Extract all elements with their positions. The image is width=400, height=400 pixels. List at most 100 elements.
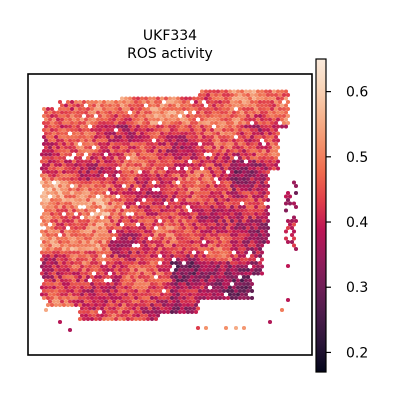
tissue-spot bbox=[163, 208, 169, 213]
tissue-spot bbox=[125, 190, 131, 196]
tissue-spot bbox=[55, 250, 61, 255]
tissue-spot bbox=[117, 225, 123, 231]
tissue-spot bbox=[187, 173, 193, 178]
tissue-spot bbox=[219, 131, 225, 136]
tissue-spot bbox=[239, 243, 245, 248]
tissue-spot bbox=[83, 250, 89, 255]
tissue-spot bbox=[189, 155, 195, 161]
tissue-spot bbox=[205, 281, 211, 287]
tissue-spot bbox=[237, 148, 243, 154]
tissue-spot bbox=[149, 316, 155, 322]
tissue-spot bbox=[87, 145, 93, 150]
tissue-spot bbox=[191, 117, 197, 122]
tissue-spot bbox=[233, 190, 239, 196]
tissue-spot bbox=[91, 180, 97, 185]
tissue-spot bbox=[113, 211, 119, 217]
tissue-spot bbox=[159, 250, 165, 255]
tissue-spot bbox=[227, 96, 233, 101]
tissue-spot bbox=[211, 264, 217, 269]
tissue-spot bbox=[71, 180, 77, 185]
tissue-spot bbox=[227, 250, 233, 255]
tissue-spot bbox=[143, 180, 149, 185]
tissue-spot bbox=[79, 110, 85, 115]
tissue-spot bbox=[165, 183, 171, 189]
tissue-spot bbox=[107, 173, 113, 178]
tissue-spot bbox=[133, 225, 139, 231]
tissue-spot bbox=[61, 120, 67, 126]
tissue-spot bbox=[213, 281, 219, 287]
tissue-spot bbox=[39, 159, 45, 164]
tissue-spot bbox=[131, 257, 137, 262]
tissue-spot bbox=[159, 131, 165, 136]
tissue-spot bbox=[231, 117, 237, 122]
tissue-spot bbox=[287, 222, 293, 227]
tissue-spot bbox=[205, 176, 211, 182]
tissue-spot bbox=[247, 236, 253, 241]
tissue-spot bbox=[233, 127, 239, 133]
tissue-spot bbox=[87, 173, 93, 178]
tissue-spot bbox=[129, 253, 135, 259]
tissue-spot bbox=[59, 124, 65, 129]
tissue-spot bbox=[205, 113, 211, 119]
tissue-spot bbox=[233, 92, 239, 98]
tissue-spot bbox=[181, 274, 187, 280]
tissue-spot bbox=[241, 197, 247, 203]
tissue-spot bbox=[241, 169, 247, 175]
tissue-spot bbox=[249, 211, 255, 217]
tissue-spot bbox=[275, 89, 281, 94]
tissue-spot bbox=[151, 313, 157, 318]
tissue-spot bbox=[219, 145, 225, 150]
tissue-spot bbox=[149, 274, 155, 280]
tissue-spot bbox=[79, 138, 85, 143]
tissue-spot bbox=[193, 253, 199, 259]
tissue-spot bbox=[221, 134, 227, 140]
tissue-spot bbox=[117, 211, 123, 217]
tissue-spot bbox=[253, 190, 259, 196]
tissue-spot bbox=[245, 141, 251, 147]
tissue-spot bbox=[203, 138, 209, 143]
tissue-spot bbox=[177, 239, 183, 245]
tissue-spot bbox=[65, 197, 71, 203]
tissue-spot bbox=[191, 124, 197, 129]
tissue-spot bbox=[85, 162, 91, 168]
tissue-spot bbox=[127, 229, 133, 234]
tissue-spot bbox=[77, 148, 83, 154]
tissue-spot bbox=[103, 229, 109, 234]
tissue-spot bbox=[79, 152, 85, 157]
tissue-spot bbox=[199, 138, 205, 143]
tissue-spot bbox=[261, 162, 267, 168]
tissue-spot bbox=[71, 138, 77, 143]
tissue-spot bbox=[73, 204, 79, 210]
tissue-spot bbox=[167, 292, 173, 297]
tissue-spot bbox=[187, 264, 193, 269]
tissue-spot bbox=[131, 299, 137, 304]
tissue-spot bbox=[61, 295, 67, 301]
tissue-spot bbox=[217, 176, 223, 182]
tissue-spot bbox=[107, 159, 113, 164]
tissue-spot bbox=[197, 274, 203, 280]
tissue-spot bbox=[219, 264, 225, 269]
tissue-spot bbox=[225, 274, 231, 280]
tissue-spot bbox=[61, 197, 67, 203]
tissue-spot bbox=[271, 131, 277, 136]
tissue-spot bbox=[125, 281, 131, 287]
tissue-spot bbox=[203, 159, 209, 164]
tissue-spot bbox=[203, 166, 209, 171]
tissue-spot bbox=[61, 183, 67, 189]
tissue-spot bbox=[233, 169, 239, 175]
tissue-spot bbox=[191, 166, 197, 171]
tissue-spot bbox=[73, 113, 79, 119]
tissue-spot bbox=[163, 264, 169, 269]
tissue-spot bbox=[91, 131, 97, 136]
tissue-spot bbox=[87, 194, 93, 199]
tissue-spot bbox=[139, 173, 145, 178]
tissue-spot bbox=[111, 208, 117, 213]
tissue-spot bbox=[65, 274, 71, 280]
tissue-spot bbox=[61, 246, 67, 252]
tissue-spot bbox=[55, 117, 61, 122]
tissue-spot bbox=[47, 117, 53, 122]
tissue-spot bbox=[167, 124, 173, 129]
tissue-spot bbox=[187, 236, 193, 241]
tissue-spot bbox=[169, 274, 175, 280]
tissue-spot bbox=[209, 260, 215, 266]
